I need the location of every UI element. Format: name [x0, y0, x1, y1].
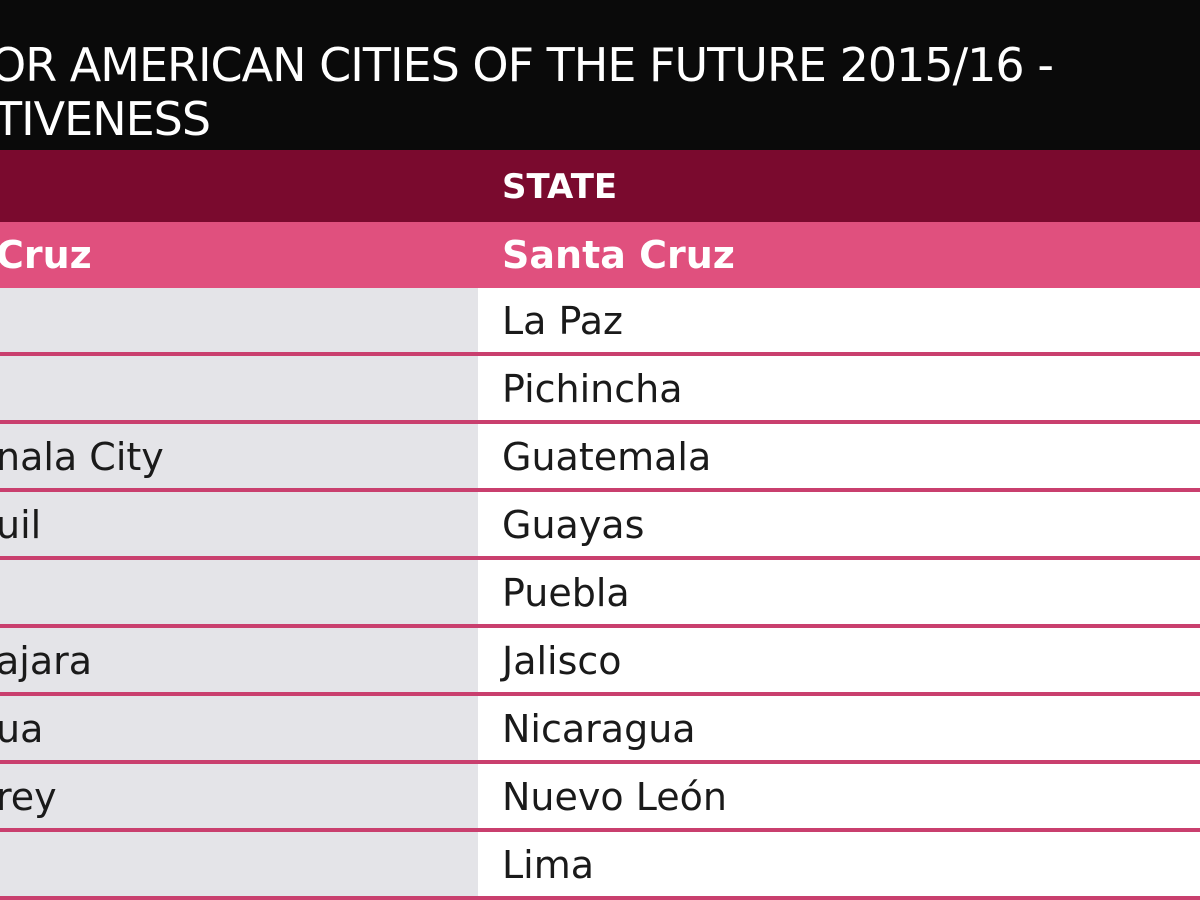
city-cell — [0, 492, 478, 556]
city-cell — [0, 764, 478, 828]
table-row: Lima — [0, 832, 1200, 900]
row-divider — [0, 624, 1200, 628]
state-text: Guayas — [502, 503, 645, 547]
state-text: La Paz — [502, 299, 623, 343]
table-row: rey Nuevo León — [0, 764, 1200, 832]
city-cell — [0, 696, 478, 760]
header-state: STATE — [502, 167, 618, 207]
table-row: nala City Guatemala — [0, 424, 1200, 492]
state-cell — [478, 628, 1200, 692]
city-text: uil — [0, 503, 42, 547]
row-divider — [0, 556, 1200, 560]
state-cell — [478, 696, 1200, 760]
city-cell — [0, 628, 478, 692]
row-divider — [0, 420, 1200, 424]
state-text: Pichincha — [502, 367, 683, 411]
state-text: Puebla — [502, 571, 630, 615]
state-text: Guatemala — [502, 435, 712, 479]
row-divider — [0, 488, 1200, 492]
highlight-city: Cruz — [0, 233, 92, 277]
state-text: Nicaragua — [502, 707, 696, 751]
state-cell — [478, 832, 1200, 896]
title-bar: OR AMERICAN CITIES OF THE FUTURE 2015/16… — [0, 0, 1200, 150]
table-row: La Paz — [0, 288, 1200, 356]
table-row: ua Nicaragua — [0, 696, 1200, 764]
row-divider — [0, 352, 1200, 356]
row-divider — [0, 760, 1200, 764]
city-cell — [0, 288, 478, 352]
state-text: Lima — [502, 843, 595, 887]
state-cell — [478, 288, 1200, 352]
table-body: La Paz Pichincha nala City Guatemala uil Guay… — [0, 288, 1200, 900]
title-line-1: OR AMERICAN CITIES OF THE FUTURE 2015/16… — [0, 38, 1054, 92]
city-cell — [0, 832, 478, 896]
city-text: ajara — [0, 639, 93, 683]
city-cell — [0, 424, 478, 488]
highlight-row — [0, 222, 1200, 288]
row-divider — [0, 692, 1200, 696]
city-text: nala City — [0, 435, 164, 479]
state-cell — [478, 356, 1200, 420]
title-line-2: TIVENESS — [0, 92, 211, 146]
state-cell — [478, 492, 1200, 556]
table-row: Puebla — [0, 560, 1200, 628]
state-cell — [478, 560, 1200, 624]
city-text: ua — [0, 707, 44, 751]
table-header-row — [0, 150, 1200, 222]
state-text: Jalisco — [502, 639, 622, 683]
row-divider — [0, 896, 1200, 900]
table-row: Pichincha — [0, 356, 1200, 424]
row-divider — [0, 828, 1200, 832]
city-text: rey — [0, 775, 57, 819]
state-text: Nuevo León — [502, 775, 727, 819]
state-cell — [478, 764, 1200, 828]
table-row: ajara Jalisco — [0, 628, 1200, 696]
city-cell — [0, 560, 478, 624]
city-cell — [0, 356, 478, 420]
highlight-state: Santa Cruz — [502, 233, 735, 277]
table-row: uil Guayas — [0, 492, 1200, 560]
state-cell — [478, 424, 1200, 488]
